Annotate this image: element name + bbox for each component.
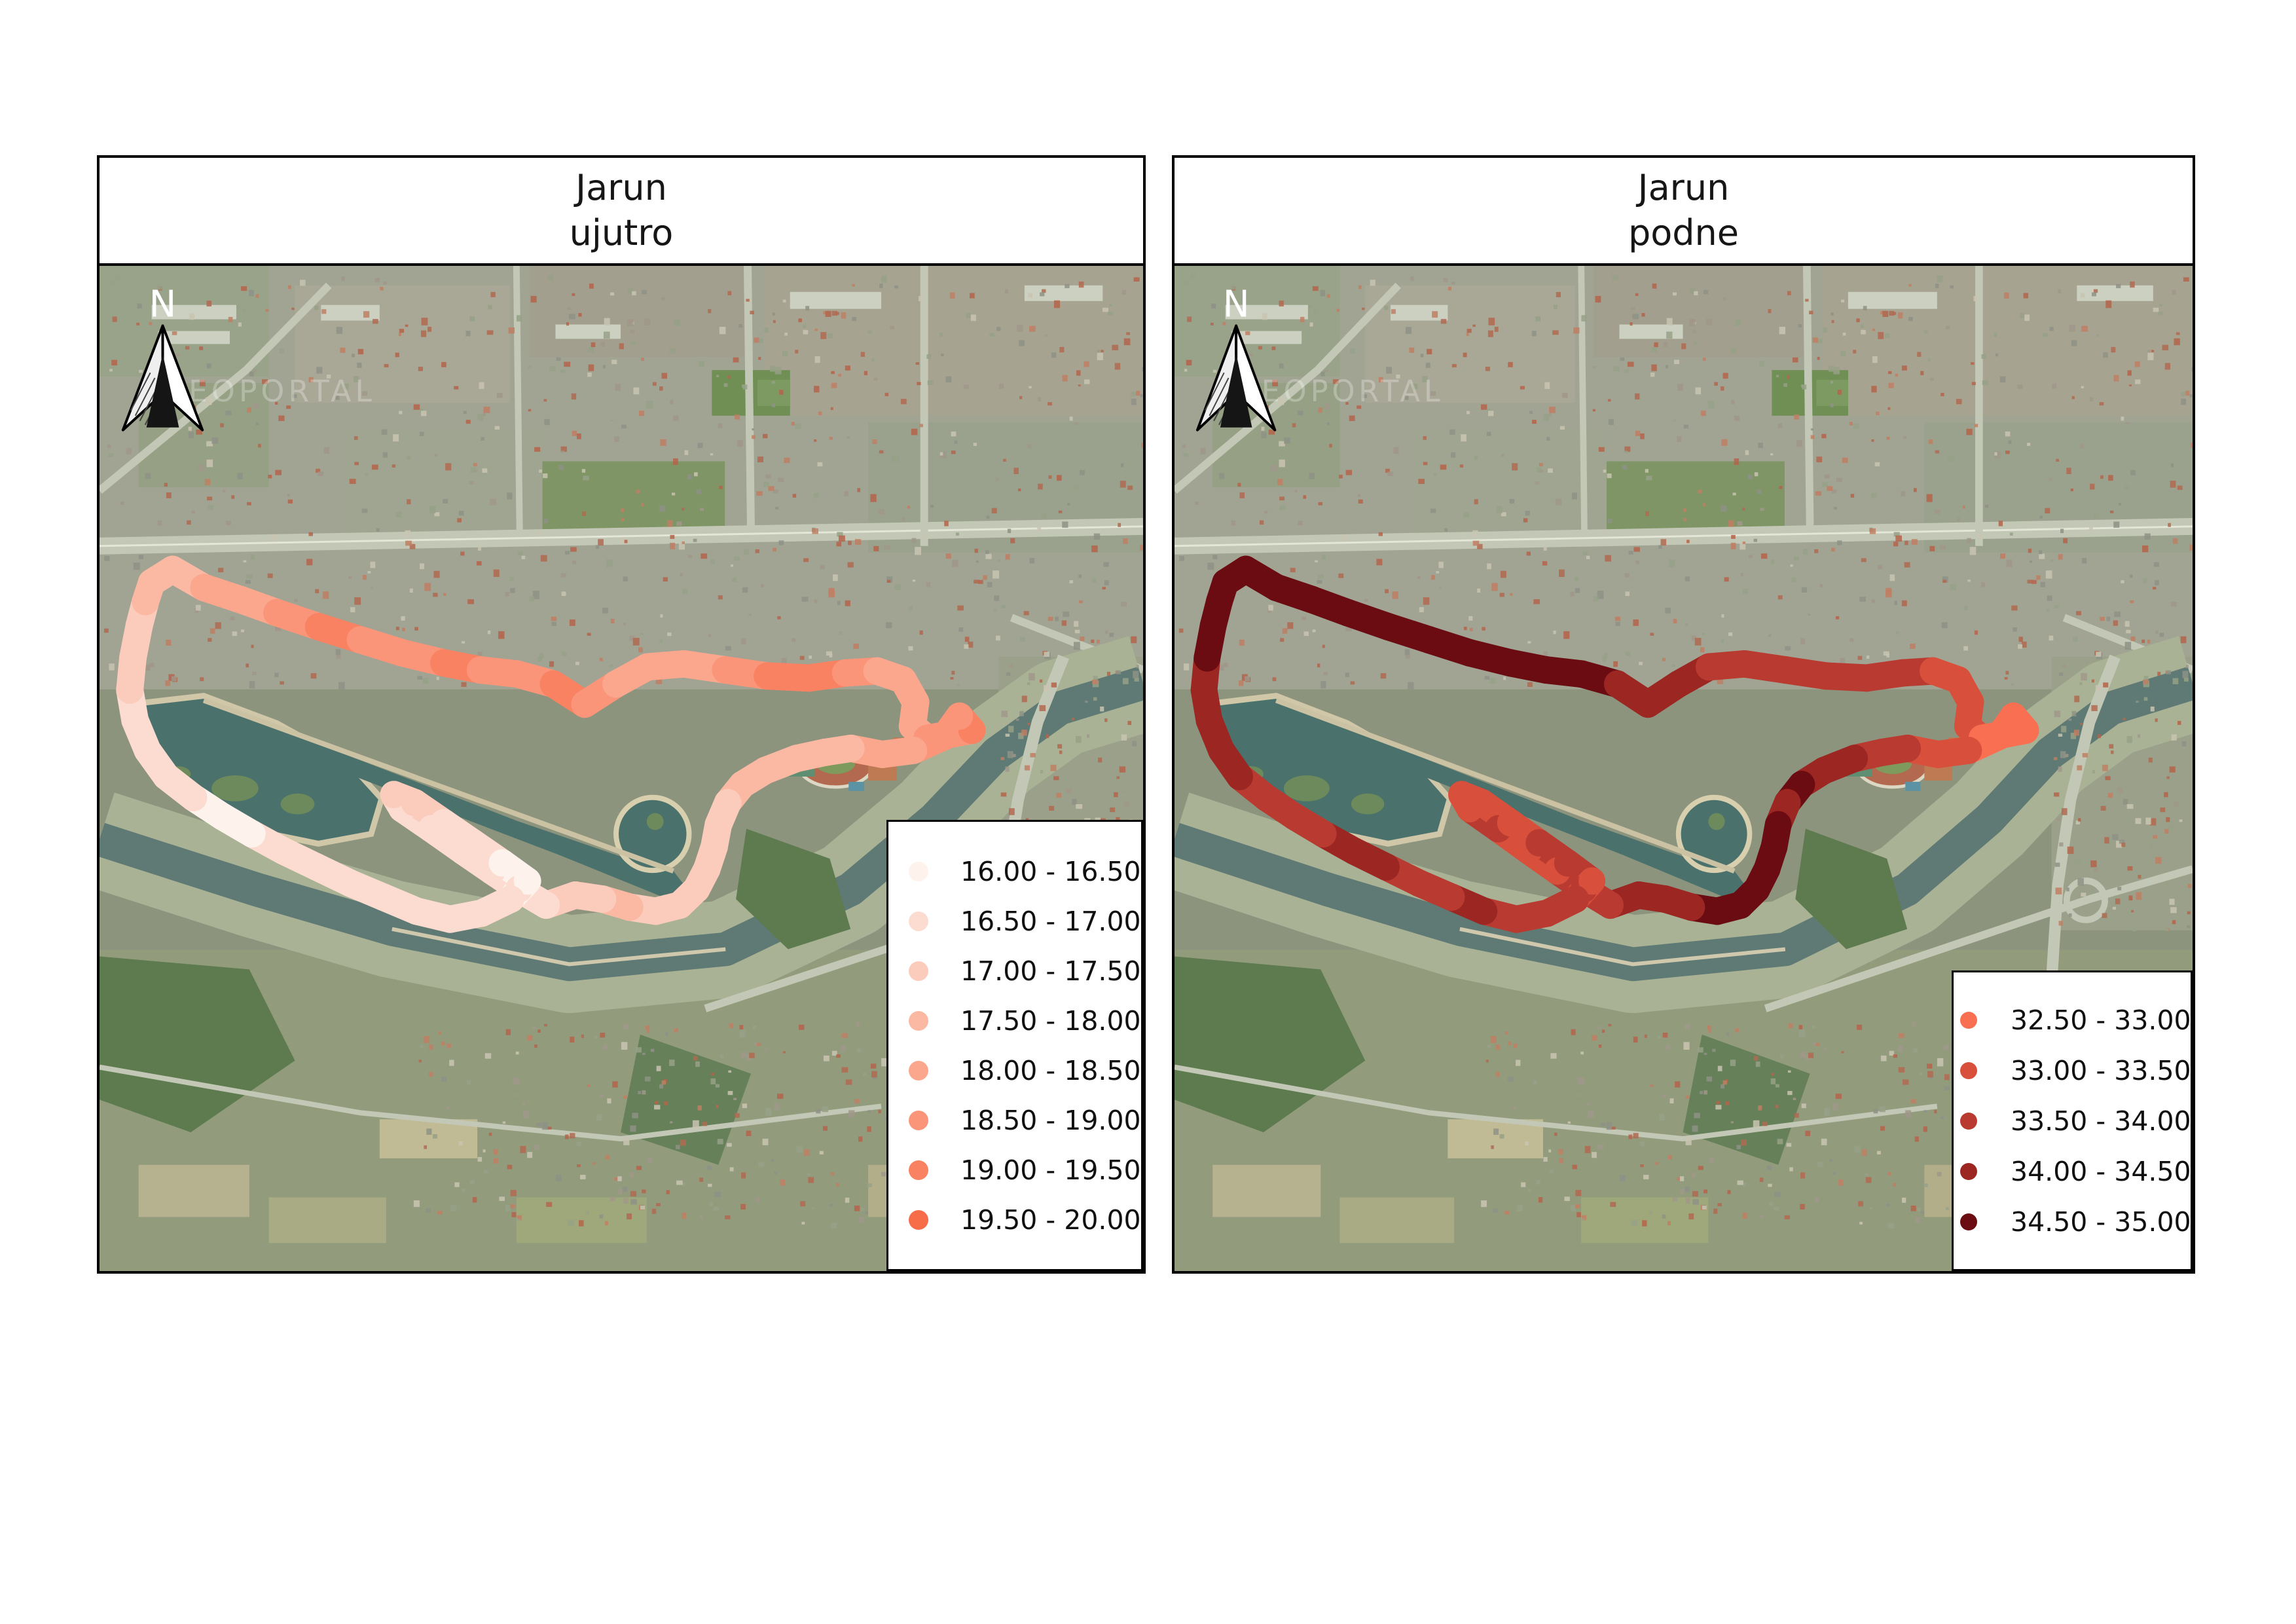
- title-line-2: ujutro: [569, 212, 674, 253]
- legend-item: 18.50 - 19.00: [888, 1096, 1141, 1145]
- legend-color-dot: [909, 1160, 928, 1180]
- gps-track-ujutro: [116, 555, 986, 933]
- legend-item: 17.50 - 18.00: [888, 996, 1141, 1046]
- legend-color-dot: [909, 1110, 928, 1130]
- legend-item: 17.00 - 17.50: [888, 946, 1141, 996]
- legend-label: 34.00 - 34.50: [2011, 1155, 2191, 1187]
- legend-label: 32.50 - 33.00: [2011, 1004, 2191, 1036]
- legend-item: 34.50 - 35.00: [1954, 1196, 2191, 1247]
- legend-color-dot: [1960, 1112, 1977, 1130]
- gps-track-podne: [1190, 555, 2039, 933]
- legend-label: 19.50 - 20.00: [960, 1204, 1141, 1236]
- legend-color-dot: [909, 1060, 928, 1080]
- panel-title: Jarun ujutro: [100, 158, 1143, 266]
- satellite-basemap: [1175, 266, 2193, 1271]
- title-line-2: podne: [1628, 212, 1740, 253]
- legend-label: 17.50 - 18.00: [960, 1005, 1141, 1037]
- legend-item: 16.00 - 16.50: [888, 847, 1141, 896]
- legend-item: 19.00 - 19.50: [888, 1145, 1141, 1195]
- legend-color-dot: [909, 1209, 928, 1230]
- legend-label: 33.00 - 33.50: [2011, 1054, 2191, 1086]
- legend-label: 18.50 - 19.00: [960, 1104, 1141, 1136]
- legend-item: 33.00 - 33.50: [1954, 1045, 2191, 1096]
- legend-color-dot: [909, 961, 928, 981]
- legend-item: 33.50 - 34.00: [1954, 1096, 2191, 1146]
- legend-label: 34.50 - 35.00: [2011, 1206, 2191, 1238]
- map-viewport-podne: 32.50 - 33.00 33.00 - 33.50 33.50 - 34.00 3…: [1175, 266, 2193, 1271]
- legend-label: 16.00 - 16.50: [960, 855, 1141, 887]
- legend-item: 19.50 - 20.00: [888, 1195, 1141, 1245]
- satellite-basemap: [100, 266, 1143, 1271]
- panel-title: Jarun podne: [1175, 158, 2193, 266]
- legend-color-dot: [1960, 1011, 1977, 1029]
- legend-label: 19.00 - 19.50: [960, 1154, 1141, 1186]
- legend-ujutro: 16.00 - 16.50 16.50 - 17.00 17.00 - 17.50 1…: [886, 820, 1143, 1271]
- legend-color-dot: [1960, 1061, 1977, 1079]
- legend-color-dot: [909, 861, 928, 881]
- legend-label: 33.50 - 34.00: [2011, 1105, 2191, 1137]
- legend-label: 17.00 - 17.50: [960, 955, 1141, 987]
- legend-item: 18.00 - 18.50: [888, 1046, 1141, 1096]
- title-line-1: Jarun: [575, 167, 667, 209]
- legend-item: 32.50 - 33.00: [1954, 995, 2191, 1045]
- legend-color-dot: [1960, 1213, 1977, 1230]
- legend-color-dot: [909, 1010, 928, 1031]
- map-panel-ujutro: Jarun ujutro 16.00 - 16.50 16.50 - 17.00 1…: [97, 155, 1146, 1274]
- legend-color-dot: [909, 911, 928, 931]
- legend-item: 16.50 - 17.00: [888, 896, 1141, 946]
- legend-item: 34.00 - 34.50: [1954, 1146, 2191, 1196]
- legend-color-dot: [1960, 1162, 1977, 1180]
- title-line-1: Jarun: [1637, 167, 1730, 209]
- map-viewport-ujutro: 16.00 - 16.50 16.50 - 17.00 17.00 - 17.50 1…: [100, 266, 1143, 1271]
- map-panel-podne: Jarun podne 32.50 - 33.00 33.00 - 33.50 33…: [1172, 155, 2195, 1274]
- legend-label: 16.50 - 17.00: [960, 905, 1141, 937]
- legend-label: 18.00 - 18.50: [960, 1054, 1141, 1086]
- legend-podne: 32.50 - 33.00 33.00 - 33.50 33.50 - 34.00 3…: [1952, 970, 2193, 1271]
